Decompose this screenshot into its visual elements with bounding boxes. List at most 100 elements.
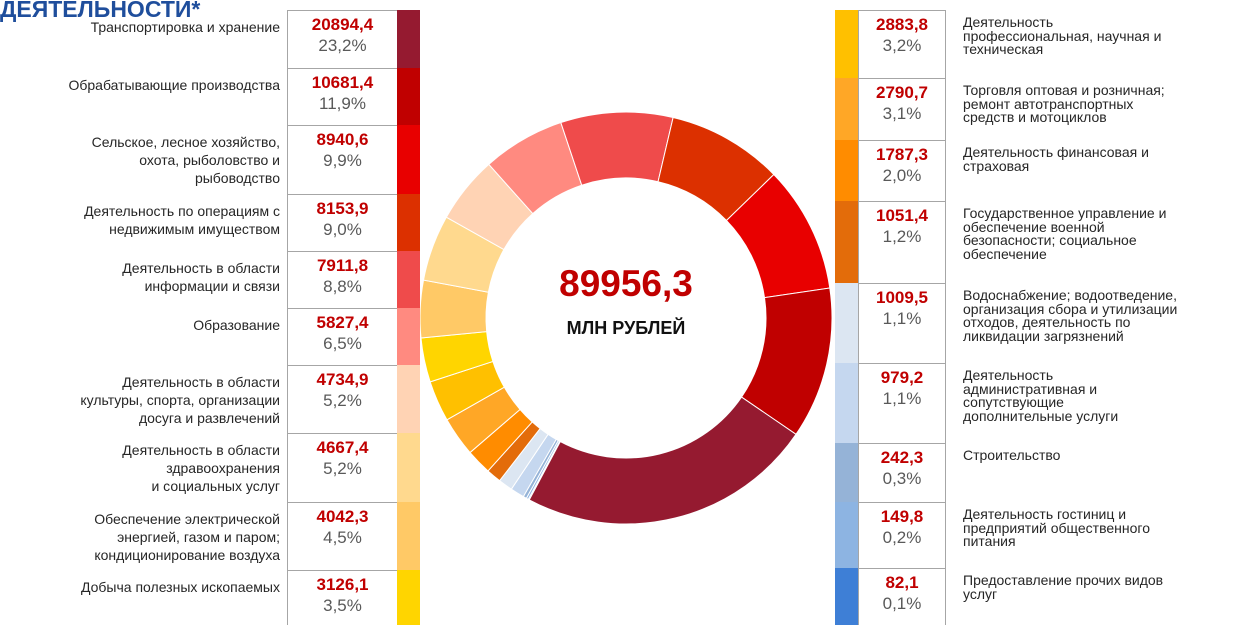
donut-slice xyxy=(657,116,775,222)
donut-slice xyxy=(725,173,831,299)
color-strip xyxy=(835,10,858,78)
value-box: 2790,7 3,1% xyxy=(858,78,946,141)
color-strip xyxy=(835,363,858,443)
percent-label: 1,1% xyxy=(882,309,922,328)
color-strip xyxy=(397,570,420,625)
category-label: Государственное управление и обеспечение… xyxy=(963,205,1167,262)
percent-label: 9,9% xyxy=(323,151,362,170)
value-label: 979,2 xyxy=(880,368,924,387)
percent-label: 8,8% xyxy=(323,277,362,296)
color-strip xyxy=(397,194,420,251)
value-label: 4734,9 xyxy=(316,370,369,389)
donut-slice xyxy=(422,216,505,293)
category-label: Деятельность в области здравоохранения и… xyxy=(122,442,280,494)
donut-slice xyxy=(487,421,541,482)
color-strip xyxy=(835,502,858,568)
value-box: 149,8 0,2% xyxy=(858,502,946,569)
value-box: 1051,4 1,2% xyxy=(858,201,946,284)
value-box: 20894,4 23,2% xyxy=(287,10,398,69)
value-label: 7911,8 xyxy=(316,256,369,275)
value-box: 7911,8 8,8% xyxy=(287,251,398,309)
value-label: 4667,4 xyxy=(316,438,369,457)
color-strip xyxy=(397,10,420,68)
value-label: 4042,3 xyxy=(316,507,369,526)
category-label: Деятельность финансовая и страховая xyxy=(963,144,1149,174)
value-label: 2883,8 xyxy=(876,15,928,34)
title: ДЕЯТЕЛЬНОСТИ* xyxy=(0,0,201,22)
percent-label: 0,3% xyxy=(882,469,922,488)
category-label: Деятельность административная и сопутств… xyxy=(963,367,1119,424)
category-label: Деятельность в области культуры, спорта,… xyxy=(80,374,280,426)
percent-label: 23,2% xyxy=(318,36,367,55)
donut-slice xyxy=(488,121,583,215)
value-box: 8153,9 9,0% xyxy=(287,194,398,252)
value-label: 1787,3 xyxy=(876,145,928,164)
percent-label: 2,0% xyxy=(882,166,922,185)
percent-label: 1,2% xyxy=(882,227,922,246)
percent-label: 5,2% xyxy=(323,459,362,478)
percent-label: 0,2% xyxy=(882,528,922,547)
donut-slice xyxy=(445,163,534,251)
donut-slice xyxy=(419,279,489,339)
category-label: Деятельность гостиниц и предприятий обще… xyxy=(963,506,1150,549)
percent-label: 3,1% xyxy=(882,104,922,123)
category-label: Сельское, лесное хозяйство, охота, рыбол… xyxy=(91,134,280,186)
color-strip xyxy=(397,125,420,194)
color-strip xyxy=(397,251,420,308)
color-strip xyxy=(397,308,420,365)
category-label: Предоставление прочих видов услуг xyxy=(963,572,1164,602)
color-strip xyxy=(835,78,858,140)
percent-label: 3,2% xyxy=(882,36,922,55)
donut-slice xyxy=(560,111,674,186)
category-label: Деятельность профессиональная, научная и… xyxy=(963,14,1162,57)
total-unit: МЛН РУБЛЕЙ xyxy=(567,317,686,338)
value-label: 242,3 xyxy=(880,448,924,467)
value-box: 4667,4 5,2% xyxy=(287,433,398,503)
value-label: 82,1 xyxy=(885,573,919,592)
value-box: 242,3 0,3% xyxy=(858,443,946,503)
category-label: Обеспечение электрической энергией, газо… xyxy=(94,511,280,563)
donut-slice xyxy=(510,433,557,498)
value-label: 1009,5 xyxy=(876,288,928,307)
percent-label: 5,2% xyxy=(323,391,362,410)
color-strip xyxy=(397,365,420,433)
value-box: 979,2 1,1% xyxy=(858,363,946,444)
value-label: 5827,4 xyxy=(316,313,369,332)
value-label: 3126,1 xyxy=(316,575,369,594)
color-strip xyxy=(397,68,420,125)
color-strip xyxy=(397,433,420,502)
value-label: 8153,9 xyxy=(316,199,369,218)
donut-slice xyxy=(498,427,549,490)
donut-slice xyxy=(469,408,533,472)
value-box: 1009,5 1,1% xyxy=(858,283,946,364)
category-label: Торговля оптовая и розничная; ремонт авт… xyxy=(963,82,1165,125)
color-strip xyxy=(835,568,858,625)
value-label: 149,8 xyxy=(880,507,924,526)
value-box: 2883,8 3,2% xyxy=(858,10,946,79)
color-strip xyxy=(835,140,858,201)
color-strip xyxy=(835,283,858,363)
percent-label: 3,5% xyxy=(323,596,362,615)
donut-slice xyxy=(420,331,494,383)
percent-label: 11,9% xyxy=(319,94,366,113)
donut-slice xyxy=(740,287,833,436)
category-label: Обрабатывающие производства xyxy=(68,77,280,93)
percent-label: 4,5% xyxy=(323,528,362,547)
value-box: 5827,4 6,5% xyxy=(287,308,398,366)
color-strip xyxy=(835,443,858,502)
category-label: Водоснабжение; водоотведение, организаци… xyxy=(963,287,1178,344)
value-label: 8940,6 xyxy=(316,130,369,149)
value-box: 3126,1 3,5% xyxy=(287,570,398,625)
percent-label: 9,0% xyxy=(323,220,362,239)
value-box: 1787,3 2,0% xyxy=(858,140,946,202)
value-label: 20894,4 xyxy=(311,15,374,34)
donut-slice xyxy=(528,396,797,525)
percent-label: 0,1% xyxy=(882,594,922,613)
value-box: 10681,4 11,9% xyxy=(287,68,398,126)
value-label: 2790,7 xyxy=(876,83,928,102)
value-label: 1051,4 xyxy=(876,206,928,225)
category-label: Транспортировка и хранение xyxy=(90,19,280,35)
percent-label: 6,5% xyxy=(323,334,362,353)
